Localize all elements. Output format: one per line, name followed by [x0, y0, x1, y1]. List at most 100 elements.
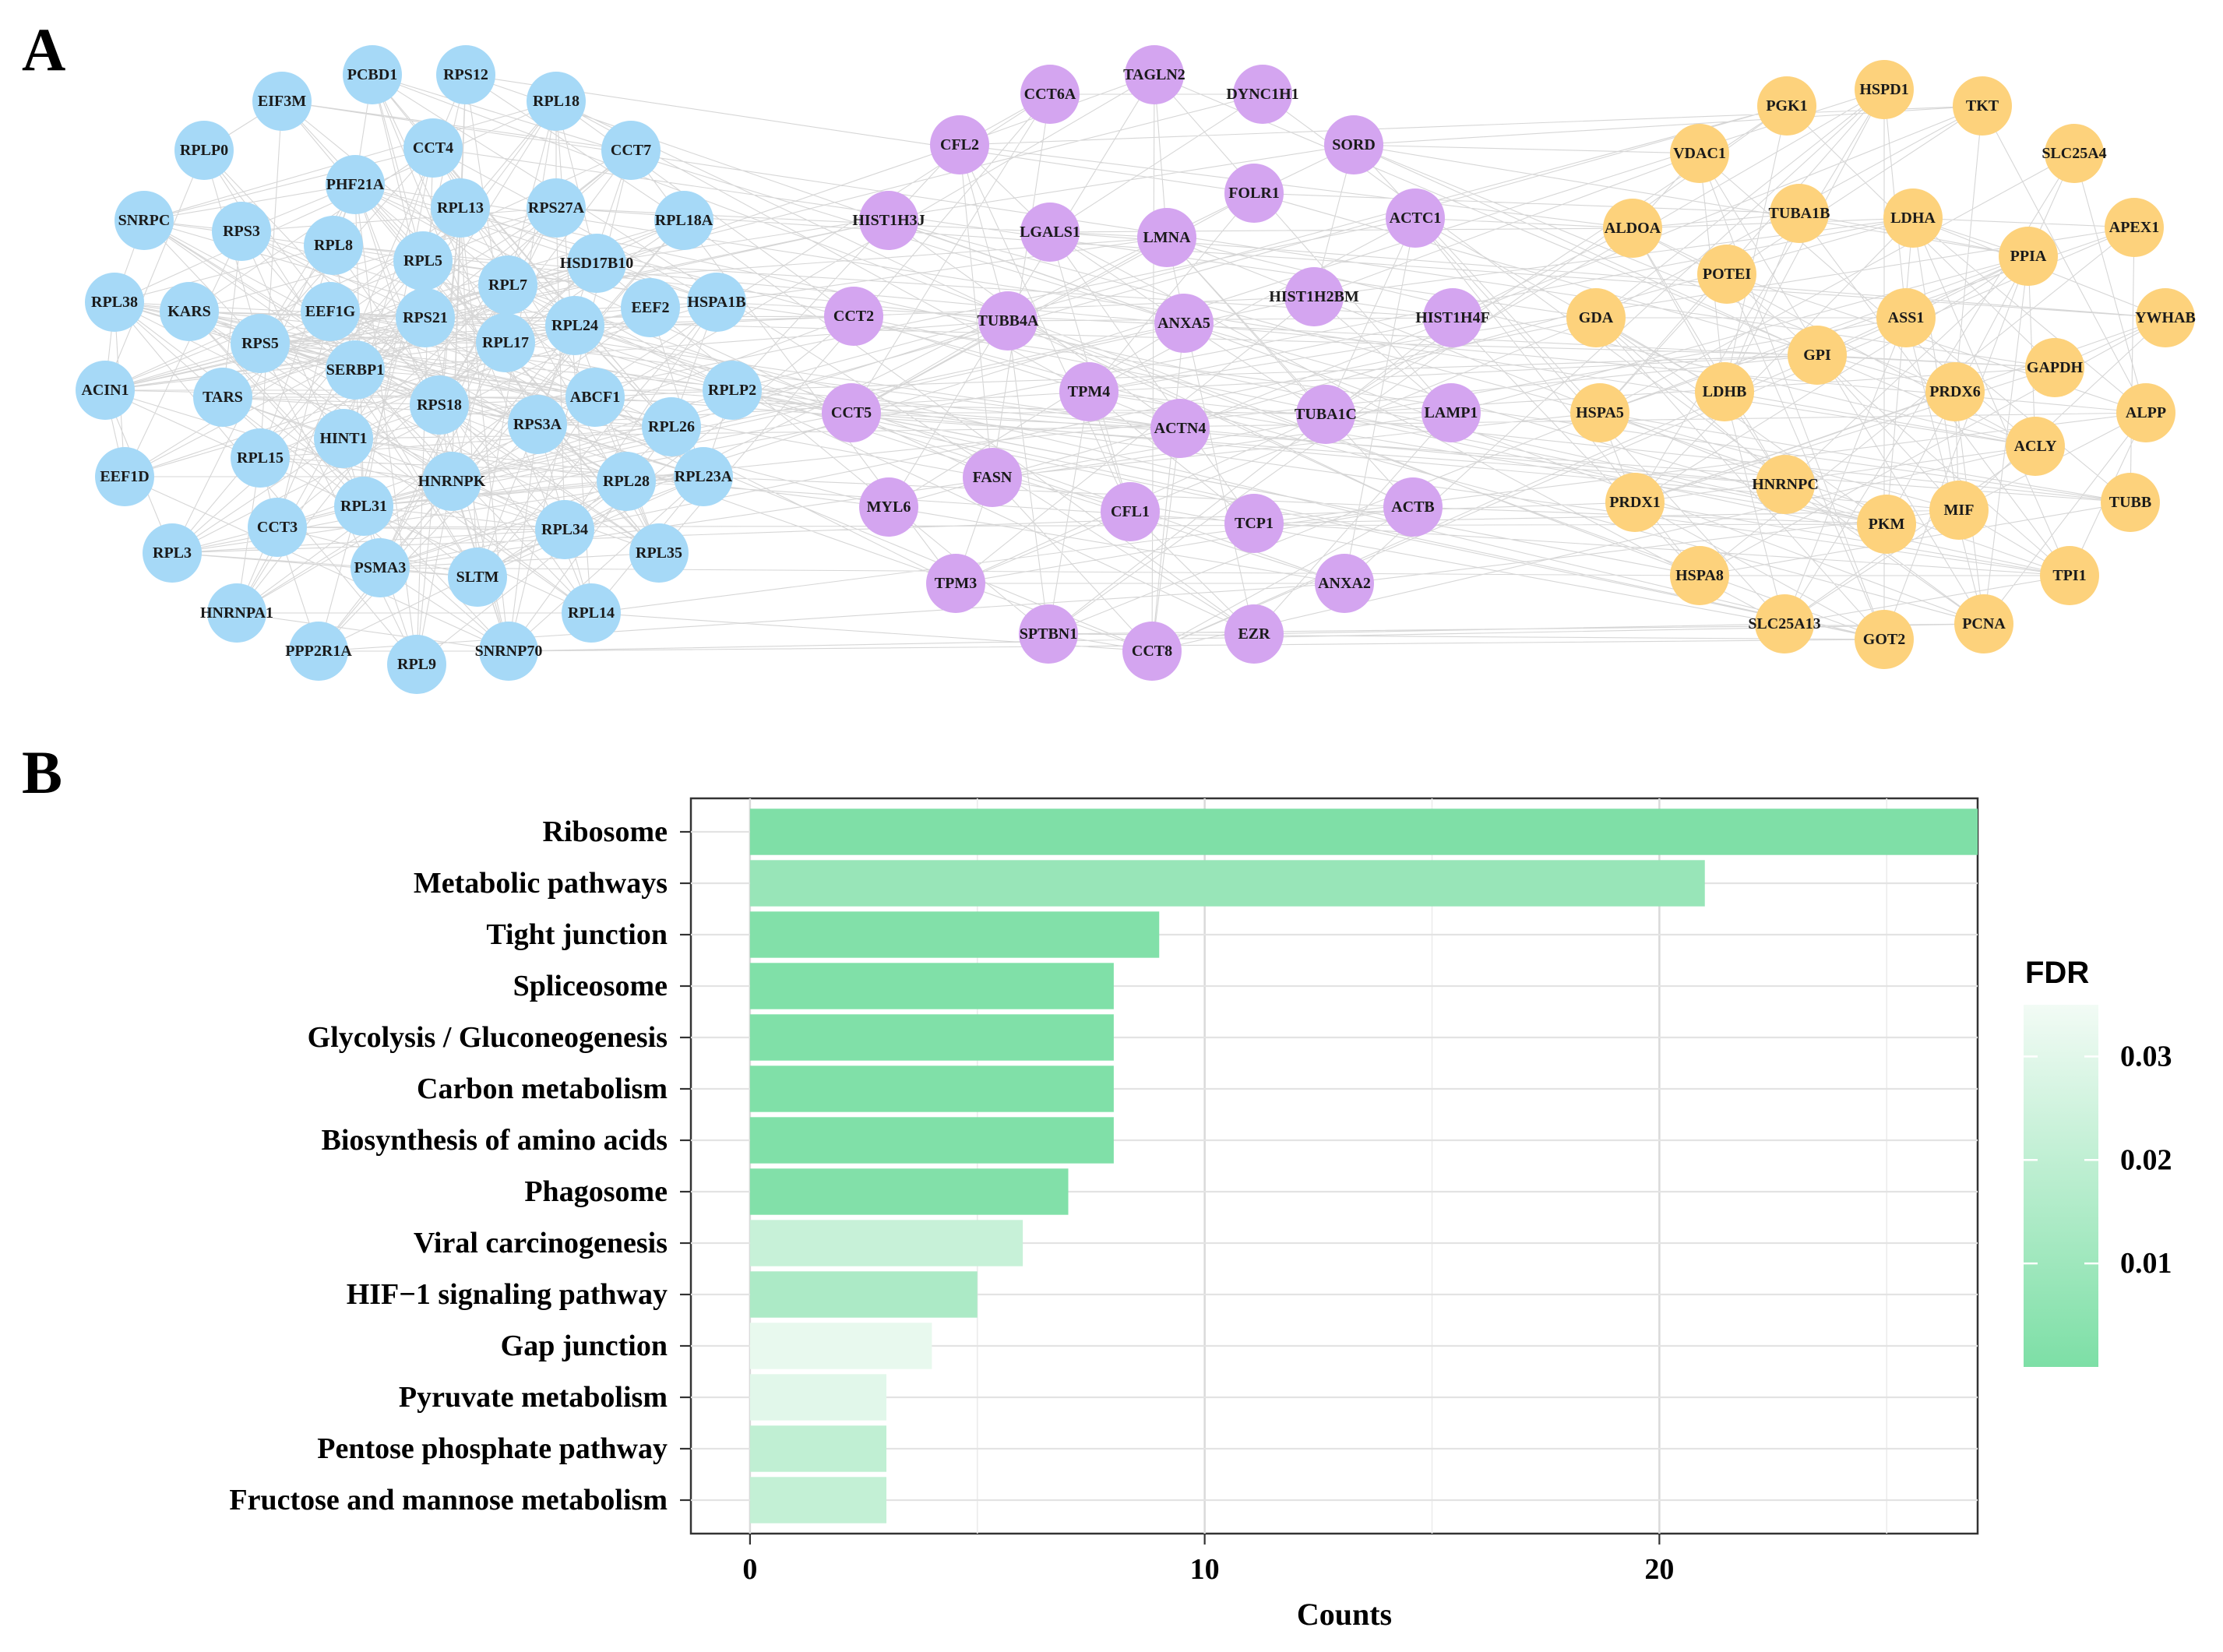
node-hspa8[interactable]: HSPA8	[1670, 546, 1729, 605]
node-pcbd1[interactable]: PCBD1	[343, 45, 402, 104]
node-potei[interactable]: POTEI	[1697, 245, 1756, 304]
node-hsd17b10[interactable]: HSD17B10	[560, 234, 633, 293]
node-gapdh[interactable]: GAPDH	[2025, 338, 2084, 397]
node-actn4[interactable]: ACTN4	[1150, 399, 1210, 458]
node-rps3a[interactable]: RPS3A	[508, 395, 567, 454]
node-snrnp70[interactable]: SNRNP70	[475, 622, 543, 681]
node-rps3[interactable]: RPS3	[212, 202, 271, 261]
node-rpl34[interactable]: RPL34	[535, 500, 594, 559]
node-tubb[interactable]: TUBB	[2101, 473, 2160, 532]
node-snrpc[interactable]: SNRPC	[114, 191, 174, 250]
node-cct7[interactable]: CCT7	[601, 121, 661, 180]
node-eef1d[interactable]: EEF1D	[95, 447, 154, 506]
node-rpl24[interactable]: RPL24	[545, 296, 604, 355]
node-rpl35[interactable]: RPL35	[629, 523, 689, 583]
node-hspa5[interactable]: HSPA5	[1570, 383, 1629, 442]
node-ass1[interactable]: ASS1	[1876, 288, 1936, 347]
node-pgk1[interactable]: PGK1	[1757, 76, 1816, 136]
node-tpm4[interactable]: TPM4	[1059, 362, 1119, 421]
node-slc25a4[interactable]: SLC25A4	[2042, 124, 2107, 183]
node-kars[interactable]: KARS	[160, 282, 219, 341]
node-hspa1b[interactable]: HSPA1B	[687, 273, 746, 332]
node-gda[interactable]: GDA	[1566, 288, 1626, 347]
node-fasn[interactable]: FASN	[963, 448, 1022, 507]
node-anxa2[interactable]: ANXA2	[1315, 554, 1374, 613]
node-eef1g[interactable]: EEF1G	[301, 282, 360, 341]
node-rplp2[interactable]: RPLP2	[703, 361, 762, 420]
node-anxa5[interactable]: ANXA5	[1154, 294, 1214, 353]
node-tcp1[interactable]: TCP1	[1224, 494, 1284, 553]
node-rpl13[interactable]: RPL13	[431, 178, 490, 238]
node-rplp0[interactable]: RPLP0	[174, 121, 234, 180]
node-vdac1[interactable]: VDAC1	[1670, 124, 1729, 183]
node-rpl31[interactable]: RPL31	[334, 477, 393, 536]
node-sptbn1[interactable]: SPTBN1	[1019, 604, 1078, 664]
node-pcna[interactable]: PCNA	[1954, 594, 2013, 653]
node-rpl5[interactable]: RPL5	[393, 231, 453, 291]
node-rpl9[interactable]: RPL9	[387, 635, 446, 694]
node-got2[interactable]: GOT2	[1855, 610, 1914, 669]
node-cct5[interactable]: CCT5	[822, 383, 881, 442]
node-folr1[interactable]: FOLR1	[1224, 164, 1284, 223]
node-cct8[interactable]: CCT8	[1122, 622, 1182, 681]
node-rps21[interactable]: RPS21	[396, 288, 455, 347]
node-tuba1c[interactable]: TUBA1C	[1295, 385, 1357, 444]
node-hnrnpc[interactable]: HNRNPC	[1752, 455, 1819, 514]
node-rpl18[interactable]: RPL18	[527, 72, 586, 131]
node-apex1[interactable]: APEX1	[2105, 198, 2164, 257]
node-cfl2[interactable]: CFL2	[930, 115, 989, 174]
node-prdx1[interactable]: PRDX1	[1605, 473, 1665, 532]
node-hint1[interactable]: HINT1	[314, 409, 373, 468]
node-alpp[interactable]: ALPP	[2116, 383, 2175, 442]
node-gpi[interactable]: GPI	[1788, 326, 1847, 385]
node-tagln2[interactable]: TAGLN2	[1123, 45, 1185, 104]
node-tkt[interactable]: TKT	[1953, 76, 2012, 136]
node-hist1h3j[interactable]: HIST1H3J	[852, 191, 925, 250]
node-rpl3[interactable]: RPL3	[143, 523, 202, 583]
node-eif3m[interactable]: EIF3M	[252, 72, 312, 131]
node-cct2[interactable]: CCT2	[824, 287, 883, 346]
node-hspd1[interactable]: HSPD1	[1855, 60, 1914, 119]
node-aldoa[interactable]: ALDOA	[1603, 199, 1662, 258]
node-hnrnpk[interactable]: HNRNPK	[418, 452, 486, 511]
node-rpl7[interactable]: RPL7	[478, 255, 537, 315]
node-rpl28[interactable]: RPL28	[597, 452, 656, 511]
node-hnrnpa1[interactable]: HNRNPA1	[200, 583, 273, 643]
node-hist1h2bm[interactable]: HIST1H2BM	[1269, 267, 1359, 326]
node-rps5[interactable]: RPS5	[231, 314, 290, 373]
node-hist1h4f[interactable]: HIST1H4F	[1415, 288, 1490, 347]
node-rpl8[interactable]: RPL8	[304, 216, 363, 275]
node-ldhb[interactable]: LDHB	[1695, 362, 1754, 421]
node-tars[interactable]: TARS	[193, 368, 252, 427]
node-rpl23a[interactable]: RPL23A	[674, 447, 733, 506]
node-acin1[interactable]: ACIN1	[76, 361, 135, 420]
node-acly[interactable]: ACLY	[2006, 417, 2065, 476]
node-rpl18a[interactable]: RPL18A	[654, 191, 713, 250]
node-abcf1[interactable]: ABCF1	[565, 368, 625, 427]
node-mif[interactable]: MIF	[1929, 481, 1989, 540]
node-sord[interactable]: SORD	[1324, 115, 1383, 174]
node-serbp1[interactable]: SERBP1	[326, 340, 385, 400]
node-cct3[interactable]: CCT3	[248, 498, 307, 557]
node-tpi1[interactable]: TPI1	[2040, 546, 2099, 605]
node-actb[interactable]: ACTB	[1383, 477, 1443, 537]
node-phf21a[interactable]: PHF21A	[326, 155, 385, 214]
node-tuba1b[interactable]: TUBA1B	[1769, 184, 1830, 243]
node-psma3[interactable]: PSMA3	[351, 538, 410, 597]
node-rpl26[interactable]: RPL26	[642, 397, 701, 456]
node-rpl17[interactable]: RPL17	[476, 313, 535, 372]
node-rps18[interactable]: RPS18	[410, 375, 469, 435]
node-rpl38[interactable]: RPL38	[85, 273, 144, 332]
node-rpl15[interactable]: RPL15	[231, 428, 290, 488]
node-slc25a13[interactable]: SLC25A13	[1748, 594, 1821, 653]
node-cct4[interactable]: CCT4	[403, 118, 463, 178]
node-rps12[interactable]: RPS12	[436, 45, 495, 104]
node-cfl1[interactable]: CFL1	[1101, 482, 1160, 541]
node-ppia[interactable]: PPIA	[1999, 227, 2058, 286]
node-tubb4a[interactable]: TUBB4A	[978, 291, 1039, 350]
node-rpl14[interactable]: RPL14	[562, 583, 621, 643]
node-tpm3[interactable]: TPM3	[926, 554, 985, 613]
node-pkm[interactable]: PKM	[1857, 495, 1916, 554]
node-rps27a[interactable]: RPS27A	[527, 178, 586, 238]
node-lamp1[interactable]: LAMP1	[1422, 383, 1481, 442]
